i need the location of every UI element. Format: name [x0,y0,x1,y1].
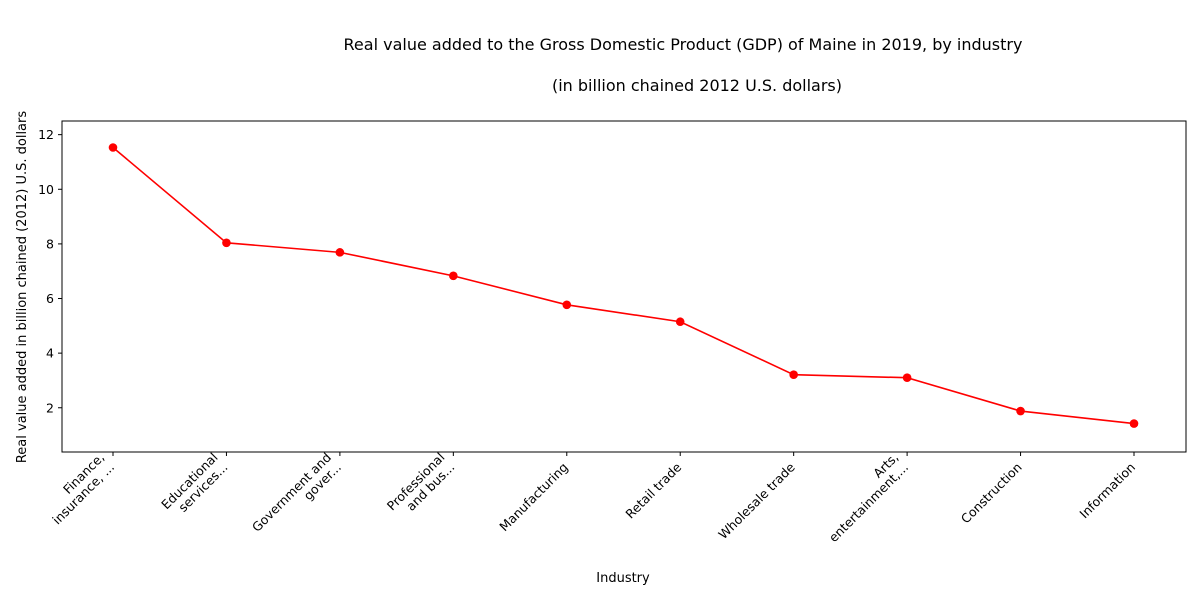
data-point [1129,419,1139,428]
x-tick-label: Arts,entertainment,... [816,450,911,545]
x-tick-label: Retail trade [622,459,684,521]
plot-area [61,120,1187,453]
data-series [108,143,1139,428]
chart-subtitle: (in billion chained 2012 U.S. dollars) [552,76,842,95]
data-point [789,370,798,380]
x-tick-label: Professionaland bus... [384,450,458,524]
x-tick-label: Government andgover... [249,450,344,545]
data-point [449,271,458,281]
x-tick-label: Manufacturing [496,460,571,535]
y-axis-label: Real value added in billion chained (201… [15,111,30,464]
y-axis: 2 4 6 8 10 12 [38,127,62,415]
x-tick-label: Information [1076,460,1138,522]
x-tick-label: Finance,insurance, ... [39,450,117,528]
x-tick-label: Wholesale trade [715,459,798,542]
data-point [902,373,912,383]
chart-title: Real value added to the Gross Domestic P… [344,35,1023,54]
x-axis-label: Industry [596,571,650,586]
y-tick-label: 8 [46,236,54,251]
y-tick-label: 6 [46,291,54,306]
series-line [112,146,1135,425]
data-point [108,143,118,152]
data-point [1016,406,1025,416]
data-point [335,248,345,257]
y-tick-label: 4 [46,346,54,361]
x-tick-label: Construction [958,460,1025,527]
x-tick-label: Educationalservices... [158,450,230,522]
y-tick-label: 12 [38,127,54,142]
x-axis: Finance,insurance, ... Educationalservice… [39,450,1138,545]
data-point [675,317,685,327]
data-point [562,300,572,310]
y-tick-label: 10 [38,182,54,197]
y-tick-label: 2 [46,400,54,415]
data-point [222,238,231,248]
